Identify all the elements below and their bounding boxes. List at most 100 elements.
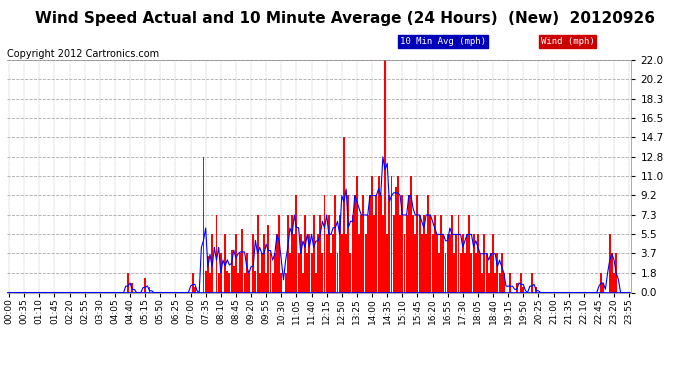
Bar bbox=[473, 234, 475, 292]
Bar bbox=[241, 229, 244, 292]
Bar bbox=[306, 254, 308, 292]
Bar bbox=[237, 273, 239, 292]
Bar bbox=[192, 273, 194, 292]
Bar bbox=[364, 234, 366, 292]
Bar bbox=[268, 225, 269, 292]
Bar bbox=[475, 254, 477, 292]
Bar bbox=[442, 234, 444, 292]
Bar bbox=[609, 234, 611, 292]
Text: Wind (mph): Wind (mph) bbox=[541, 37, 595, 46]
Bar bbox=[315, 273, 317, 292]
Bar bbox=[228, 273, 230, 292]
Bar bbox=[382, 215, 384, 292]
Bar bbox=[375, 195, 377, 292]
Bar bbox=[615, 254, 617, 292]
Bar bbox=[391, 176, 393, 292]
Bar bbox=[328, 215, 330, 292]
Bar bbox=[393, 215, 395, 292]
Bar bbox=[203, 157, 204, 292]
Bar bbox=[339, 215, 341, 292]
Bar bbox=[408, 195, 410, 292]
Bar bbox=[462, 234, 464, 292]
Bar bbox=[205, 272, 207, 292]
Bar bbox=[220, 254, 221, 292]
Bar bbox=[211, 234, 213, 292]
Bar bbox=[289, 254, 291, 292]
Bar bbox=[287, 215, 289, 292]
Bar bbox=[457, 215, 460, 292]
Bar bbox=[278, 215, 280, 292]
Bar bbox=[265, 273, 267, 292]
Bar bbox=[451, 215, 453, 292]
Bar bbox=[352, 215, 353, 292]
Bar bbox=[253, 234, 254, 292]
Bar bbox=[417, 195, 418, 292]
Bar bbox=[330, 254, 332, 292]
Bar bbox=[259, 273, 261, 292]
Bar bbox=[466, 234, 468, 292]
Bar bbox=[317, 234, 319, 292]
Bar bbox=[482, 273, 483, 292]
Bar bbox=[423, 215, 425, 292]
Bar bbox=[272, 273, 274, 292]
Bar bbox=[453, 254, 455, 292]
Bar bbox=[611, 254, 613, 292]
Bar bbox=[341, 234, 343, 292]
Bar bbox=[421, 234, 423, 292]
Bar bbox=[436, 234, 438, 292]
Bar bbox=[233, 266, 235, 292]
Bar bbox=[499, 273, 500, 292]
Bar bbox=[362, 195, 364, 292]
Bar bbox=[412, 215, 414, 292]
Bar bbox=[230, 250, 233, 292]
Bar bbox=[613, 273, 615, 292]
Text: 10 Min Avg (mph): 10 Min Avg (mph) bbox=[400, 37, 486, 46]
Bar bbox=[455, 234, 457, 292]
Bar bbox=[131, 283, 133, 292]
Bar bbox=[444, 254, 446, 292]
Bar bbox=[310, 254, 313, 292]
Bar bbox=[304, 215, 306, 292]
Bar bbox=[326, 234, 328, 292]
Bar bbox=[410, 176, 412, 292]
Bar bbox=[531, 273, 533, 292]
Bar bbox=[255, 272, 257, 292]
Bar bbox=[492, 234, 494, 292]
Bar bbox=[404, 234, 406, 292]
Bar bbox=[194, 287, 196, 292]
Bar bbox=[449, 234, 451, 292]
Bar bbox=[440, 215, 442, 292]
Bar bbox=[358, 234, 360, 292]
Bar bbox=[239, 254, 241, 292]
Bar bbox=[386, 234, 388, 292]
Bar bbox=[490, 254, 492, 292]
Bar bbox=[343, 137, 345, 292]
Bar bbox=[471, 254, 473, 292]
Bar bbox=[322, 254, 324, 292]
Bar bbox=[397, 176, 399, 292]
Bar bbox=[345, 234, 347, 292]
Bar bbox=[602, 283, 604, 292]
Bar bbox=[261, 254, 263, 292]
Bar bbox=[380, 195, 382, 292]
Bar bbox=[347, 195, 349, 292]
Bar bbox=[285, 273, 286, 292]
Bar bbox=[522, 287, 524, 292]
Bar bbox=[402, 195, 403, 292]
Bar bbox=[406, 215, 408, 292]
Bar bbox=[496, 254, 498, 292]
Bar bbox=[248, 273, 250, 292]
Bar bbox=[600, 273, 602, 292]
Bar bbox=[349, 254, 351, 292]
Bar bbox=[360, 215, 362, 292]
Bar bbox=[438, 254, 440, 292]
Bar bbox=[429, 215, 431, 292]
Bar bbox=[144, 278, 146, 292]
Bar bbox=[332, 234, 334, 292]
Bar bbox=[308, 234, 310, 292]
Bar bbox=[384, 60, 386, 292]
Bar bbox=[226, 272, 228, 292]
Bar bbox=[486, 254, 488, 292]
Bar bbox=[427, 195, 429, 292]
Bar bbox=[246, 254, 248, 292]
